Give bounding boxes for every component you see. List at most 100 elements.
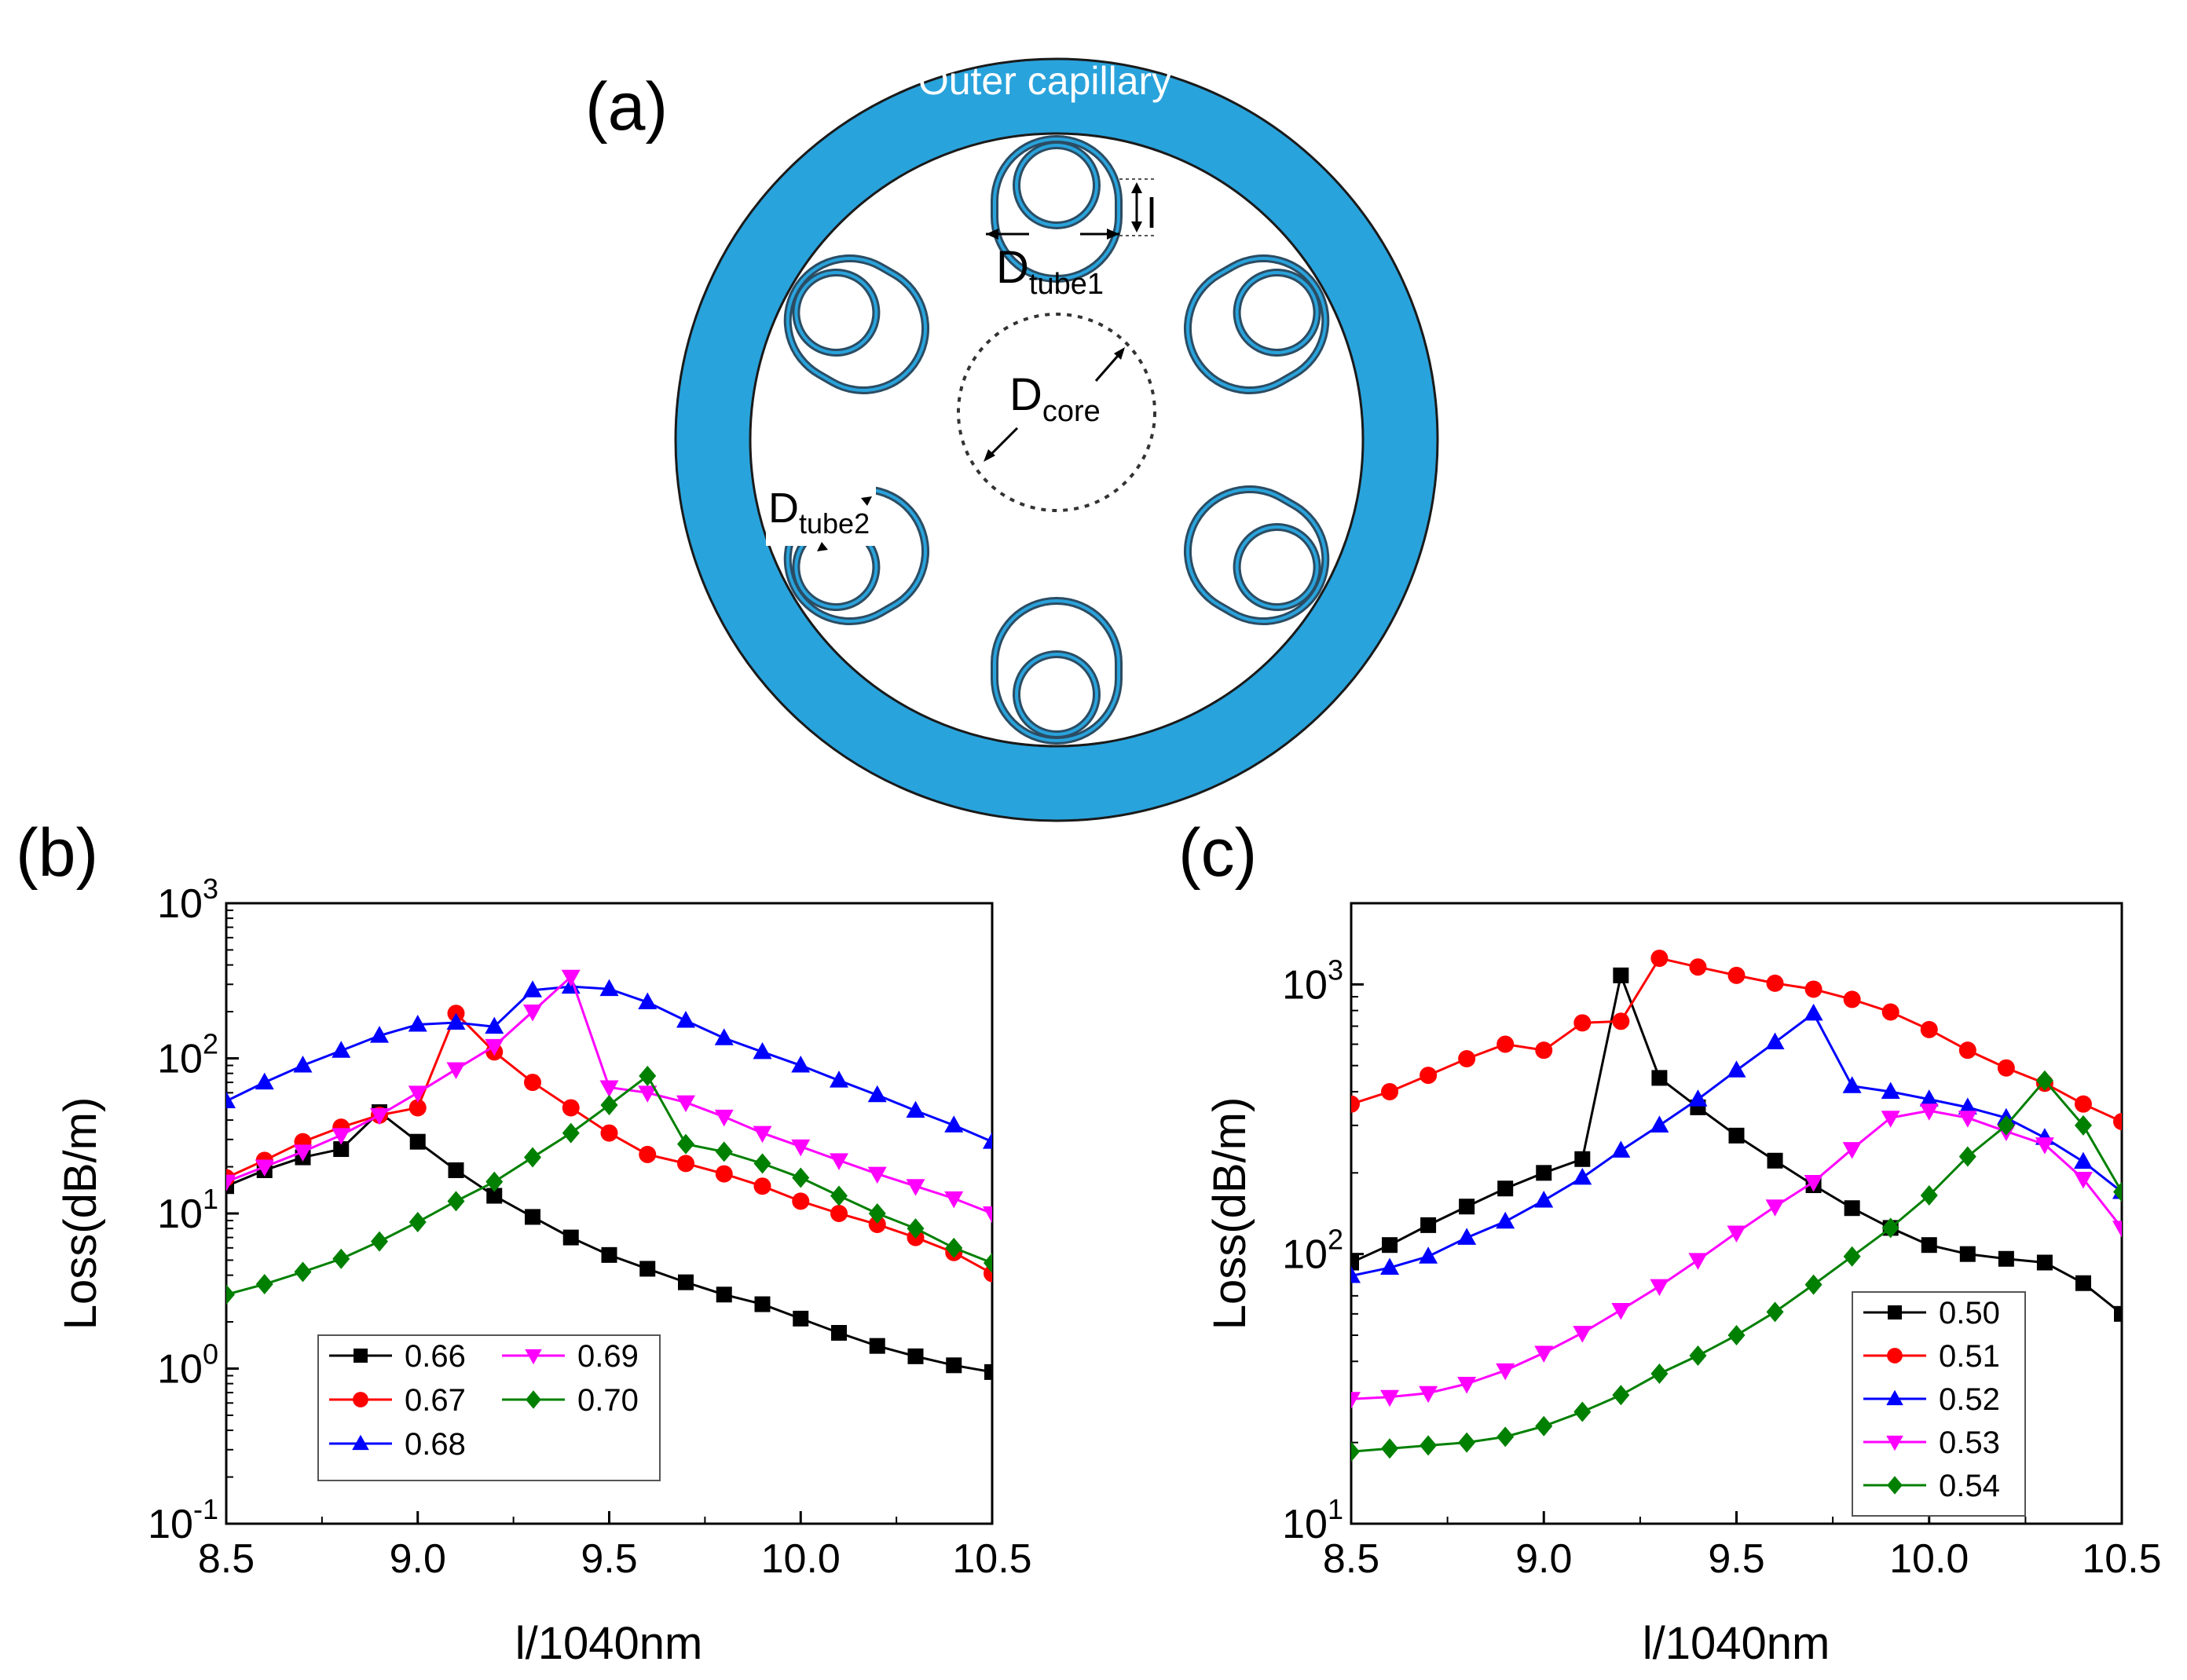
data-point-0.66 [639,1261,656,1277]
panel-b-label: (b) [16,815,98,891]
chart-b-ticks: 8.5 9.0 9.5 10.0 10.5 10-1 100 101 102 103 [148,873,1031,1582]
y-tick-label: 101 [157,1183,218,1237]
data-point-0.66 [226,1178,234,1195]
legend-marker [1888,1305,1902,1319]
data-point-0.53 [1958,1111,1977,1128]
tube-unit [1183,485,1330,625]
data-point-0.52 [1688,1089,1708,1107]
data-point-0.67 [562,1099,580,1117]
data-point-0.69 [944,1191,964,1209]
data-point-0.52 [1496,1211,1515,1229]
data-point-0.68 [830,1071,848,1088]
legend-label: 0.53 [1939,1426,2000,1460]
data-point-0.51 [1689,958,1707,976]
chart-b: (b) 8.5 9.0 9.5 10.0 10.5 10-1 100 101 102 103 l/… [16,815,1032,1669]
core-boundary [957,313,1156,512]
data-point-0.66 [754,1296,771,1312]
tube-unit [783,254,930,394]
data-point-0.68 [676,1011,695,1028]
d-tube1-main: D [996,242,1029,293]
chart-c-xlabel: l/1040nm [1643,1618,1830,1669]
data-point-0.67 [408,1099,427,1117]
data-point-0.68 [753,1041,772,1060]
data-point-0.69 [561,969,581,987]
data-point-0.53 [1842,1142,1862,1159]
data-point-0.54 [1535,1415,1553,1437]
nested-tubes [783,135,1330,745]
tube-unit [991,597,1123,745]
data-point-0.54 [1650,1363,1669,1385]
outer-capillary-label: Outer capillary [918,59,1171,103]
data-point-0.52 [1919,1089,1939,1107]
y-tick-label: 103 [157,873,218,927]
data-point-0.68 [293,1056,313,1073]
data-point-0.50 [1728,1127,1745,1144]
legend-marker [1887,1348,1903,1363]
y-tick-label: 102 [1282,1224,1343,1278]
data-point-0.54 [1496,1426,1515,1448]
data-point-0.52 [1611,1140,1631,1158]
data-point-0.70 [715,1141,733,1162]
legend-marker [354,1349,368,1363]
data-point-0.66 [907,1348,924,1364]
l-label: l [1147,190,1156,237]
chart-b-xlabel: l/1040nm [515,1618,703,1669]
legend-marker [353,1392,368,1407]
data-point-0.50 [1382,1237,1398,1254]
data-point-0.50 [2075,1275,2091,1291]
data-point-0.52 [1881,1082,1900,1099]
data-point-0.54 [2074,1115,2092,1136]
data-point-0.54 [1573,1401,1592,1422]
legend-label: 0.50 [1939,1296,2000,1330]
data-point-0.69 [906,1179,925,1196]
data-point-0.53 [1688,1253,1708,1270]
data-point-0.54 [1958,1146,1976,1167]
data-point-0.70 [792,1167,810,1188]
data-point-0.50 [1921,1237,1937,1254]
data-point-0.54 [1881,1217,1899,1239]
data-point-0.66 [716,1287,732,1303]
data-point-0.53 [2112,1221,2122,1238]
data-point-0.68 [523,980,542,997]
d-core-main: D [1009,369,1042,420]
data-point-0.54 [1843,1246,1861,1267]
data-point-0.51 [1650,950,1669,968]
data-point-0.70 [945,1237,963,1258]
data-point-0.53 [1919,1104,1939,1121]
data-point-0.52 [1650,1115,1669,1133]
data-point-0.52 [1804,1003,1823,1021]
data-point-0.70 [677,1133,694,1155]
svg-text:Dtube2: Dtube2 [768,485,870,540]
l-annotation: l [1119,178,1156,237]
data-point-0.53 [1573,1326,1592,1343]
data-point-0.68 [226,1091,236,1108]
x-tick-label: 9.5 [581,1536,637,1582]
data-point-0.52 [1534,1190,1554,1208]
data-point-0.51 [1958,1041,1976,1060]
data-point-0.50 [1536,1165,1552,1181]
data-point-0.51 [2074,1095,2092,1113]
data-point-0.70 [907,1218,925,1239]
data-point-0.68 [446,1012,466,1030]
data-point-0.68 [332,1041,351,1058]
data-point-0.53 [1496,1363,1515,1381]
data-point-0.51 [1727,966,1746,984]
data-point-0.66 [869,1338,885,1354]
data-point-0.50 [1574,1151,1591,1167]
data-point-0.69 [753,1125,772,1144]
data-point-0.67 [600,1124,618,1142]
data-point-0.53 [1457,1376,1477,1394]
data-point-0.51 [1420,1067,1438,1085]
data-point-0.52 [1457,1228,1477,1245]
data-point-0.69 [293,1144,313,1162]
data-point-0.67 [792,1192,810,1210]
svg-text:Dcore: Dcore [1009,369,1101,428]
panel-a-label: (a) [585,69,668,145]
x-tick-label: 10.5 [952,1536,1031,1582]
data-point-0.51 [1535,1041,1553,1060]
data-point-0.67 [677,1155,694,1173]
data-point-0.70 [868,1203,886,1224]
data-point-0.51 [1843,990,1861,1008]
